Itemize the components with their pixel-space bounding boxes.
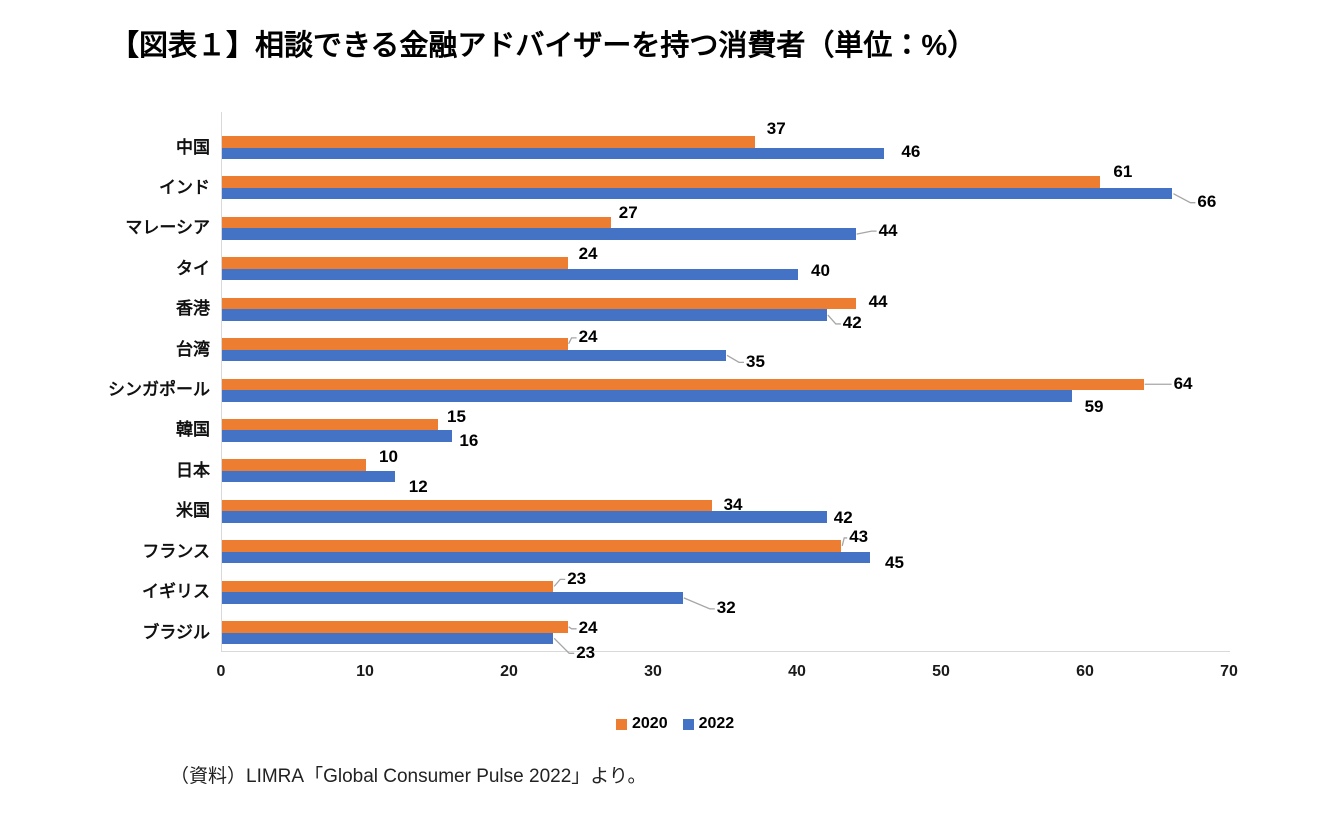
value-label-2022-9: 42 (833, 507, 853, 527)
x-tick-20: 20 (500, 663, 518, 680)
bar-2020-7 (222, 418, 438, 431)
leader-line (1173, 193, 1196, 204)
bar-2022-9 (222, 511, 827, 523)
legend-item-2020: 2020 (616, 715, 668, 733)
value-label-2022-10: 45 (885, 552, 904, 572)
leader-line (827, 314, 841, 325)
x-tick-30: 30 (644, 663, 662, 680)
x-tick-0: 0 (216, 663, 226, 680)
category-label: 米国 (176, 501, 210, 521)
leader-line (553, 578, 566, 587)
bar-2022-3 (222, 268, 798, 281)
bar-2022-8 (222, 470, 395, 483)
y-axis-line (221, 112, 222, 652)
value-label-2022-6: 59 (1084, 397, 1104, 417)
legend-swatch-icon (682, 718, 694, 730)
value-label-2022-4: 42 (842, 313, 862, 333)
bar-2022-12 (222, 632, 554, 645)
leader-line (568, 626, 577, 630)
category-label: マレーシア (125, 218, 210, 238)
bar-2020-12 (222, 621, 568, 633)
value-label-2020-6: 64 (1173, 373, 1193, 393)
bar-2020-5 (222, 338, 568, 350)
bar-2020-9 (222, 499, 712, 512)
value-label-2020-7: 15 (447, 407, 466, 427)
legend-label: 2022 (698, 715, 735, 732)
value-label-2020-5: 24 (578, 327, 598, 347)
leader-line (856, 230, 877, 235)
source-note: （資料）LIMRA「Global Consumer Pulse 2022」より。 (170, 766, 647, 787)
bar-2020-3 (222, 257, 568, 269)
category-label: インド (159, 177, 210, 197)
category-label: 台湾 (176, 339, 210, 359)
bar-2020-8 (222, 459, 366, 471)
value-label-2020-12: 24 (578, 618, 598, 638)
category-label: イギリス (142, 582, 210, 602)
category-label: 中国 (176, 137, 210, 157)
bar-2020-11 (222, 580, 554, 593)
value-label-2022-0: 46 (901, 141, 921, 161)
leader-line (726, 354, 744, 364)
x-axis-line (221, 651, 1230, 652)
bar-2022-10 (222, 551, 870, 564)
leader-line (841, 537, 848, 547)
x-tick-50: 50 (932, 663, 950, 680)
chart-title: 【図表１】相談できる金融アドバイザーを持つ消費者（単位：%） (110, 30, 977, 62)
value-label-2020-11: 23 (567, 568, 587, 588)
legend-item-2022: 2022 (682, 715, 735, 733)
legend-label: 2020 (632, 715, 668, 732)
value-label-2020-4: 44 (868, 291, 888, 311)
bar-2020-1 (222, 176, 1101, 188)
category-label: ブラジル (142, 622, 210, 642)
value-label-2022-1: 66 (1197, 192, 1217, 212)
value-label-2020-0: 37 (766, 119, 786, 139)
x-tick-60: 60 (1076, 663, 1094, 680)
bar-2022-7 (222, 430, 453, 442)
value-label-2022-8: 12 (408, 477, 428, 497)
bar-2020-6 (222, 378, 1144, 391)
leader-line (683, 597, 715, 610)
value-label-2020-8: 10 (379, 446, 398, 466)
category-label: フランス (142, 541, 210, 561)
bar-2022-0 (222, 147, 885, 159)
bar-2020-0 (222, 136, 755, 148)
value-label-2022-5: 35 (746, 351, 765, 371)
bar-2020-10 (222, 540, 842, 552)
category-label: 韓国 (176, 420, 210, 440)
x-tick-40: 40 (788, 663, 806, 680)
value-label-2022-3: 40 (811, 261, 830, 280)
value-label-2022-11: 32 (716, 598, 736, 618)
bar-2022-5 (222, 349, 726, 362)
value-label-2022-7: 16 (459, 430, 479, 450)
bar-2022-11 (222, 592, 683, 604)
value-label-2022-12: 23 (576, 642, 596, 662)
value-label-2020-1: 61 (1113, 161, 1133, 181)
leader-line (568, 337, 577, 345)
bar-2022-6 (222, 390, 1072, 402)
x-tick-10: 10 (356, 663, 374, 680)
category-label: シンガポール (108, 380, 210, 400)
value-label-2020-3: 24 (578, 243, 598, 263)
category-label: 日本 (176, 460, 210, 480)
bar-2022-1 (222, 187, 1173, 200)
legend: 2020 2022 (616, 715, 734, 733)
bar-2020-4 (222, 297, 856, 310)
bar-2022-2 (222, 228, 856, 240)
x-tick-70: 70 (1220, 663, 1238, 680)
bar-2020-2 (222, 216, 611, 229)
category-label: タイ (176, 258, 210, 278)
value-label-2020-9: 34 (723, 495, 743, 515)
value-label-2022-2: 44 (878, 220, 898, 240)
value-label-2020-10: 43 (849, 527, 869, 547)
legend-swatch-icon (616, 718, 627, 730)
value-label-2020-2: 27 (618, 203, 638, 223)
category-label: 香港 (176, 299, 210, 319)
bar-2022-4 (222, 309, 827, 321)
